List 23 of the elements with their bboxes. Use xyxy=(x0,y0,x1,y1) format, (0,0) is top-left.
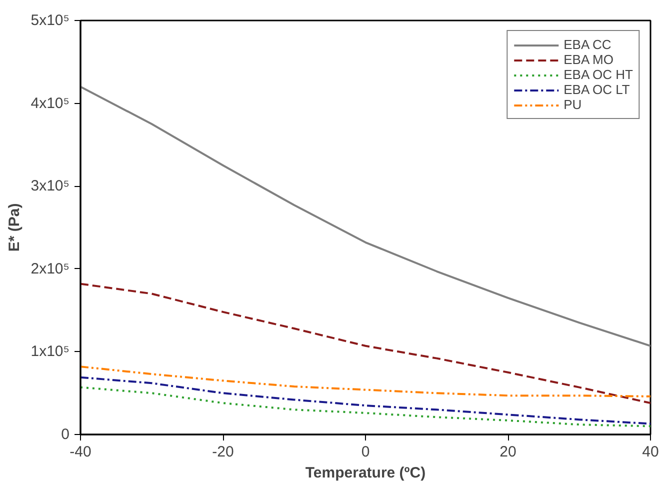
legend-label: EBA OC HT xyxy=(564,67,633,82)
legend-label: EBA OC LT xyxy=(564,82,630,97)
x-axis-title: Temperature (ºC) xyxy=(305,464,426,482)
legend-label: EBA MO xyxy=(564,52,614,67)
x-tick-label: -40 xyxy=(70,444,92,460)
line-series xyxy=(80,86,650,347)
x-tick-label: 20 xyxy=(500,444,516,460)
x-tick-label: -20 xyxy=(212,444,234,460)
y-axis-title: E* (Pa) xyxy=(6,203,23,252)
y-tick-label: 2x10⁵ xyxy=(30,260,70,278)
y-tick-label: 0 xyxy=(61,426,70,443)
line-series xyxy=(80,386,650,428)
x-tick-label: 0 xyxy=(361,444,370,460)
line-series xyxy=(80,282,650,404)
legend-label: PU xyxy=(564,97,583,112)
x-tick-label: 40 xyxy=(642,444,659,460)
y-tick-label: 3x10⁵ xyxy=(30,178,70,195)
legend-label: EBA CC xyxy=(564,37,612,52)
line-series xyxy=(80,366,650,398)
y-tick-label: 1x10⁵ xyxy=(30,343,70,360)
line-series xyxy=(80,376,650,425)
y-tick-label: 4x10⁵ xyxy=(30,94,70,112)
y-tick-label: 5x10⁵ xyxy=(30,12,70,29)
